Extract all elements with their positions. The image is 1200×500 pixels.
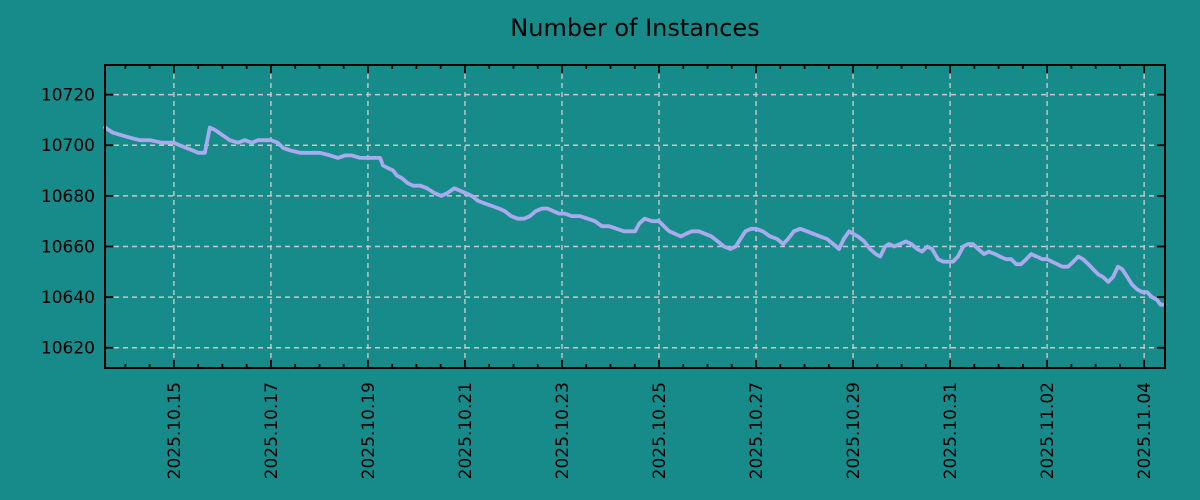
y-tick-label: 10620 [41, 339, 95, 359]
x-tick-label: 2025.10.25 [650, 382, 670, 479]
x-tick-label: 2025.10.21 [456, 382, 476, 479]
y-tick-label: 10680 [41, 187, 95, 207]
x-tick-label: 2025.10.27 [747, 382, 767, 479]
x-tick-label: 2025.10.17 [262, 382, 282, 479]
x-tick-label: 2025.10.31 [941, 382, 961, 479]
x-tick-label: 2025.10.23 [553, 382, 573, 479]
y-tick-label: 10720 [41, 86, 95, 106]
x-tick-label: 2025.10.19 [359, 382, 379, 479]
y-tick-label: 10640 [41, 288, 95, 308]
y-tick-label: 10660 [41, 237, 95, 257]
x-tick-label: 2025.10.15 [165, 382, 185, 479]
data-line [103, 125, 1167, 307]
x-tick-label: 2025.11.04 [1135, 382, 1155, 479]
plot-border [104, 64, 1166, 369]
chart-title: Number of Instances [510, 14, 760, 42]
x-tick-label: 2025.10.29 [844, 382, 864, 479]
y-tick-label: 10700 [41, 136, 95, 156]
x-tick-label: 2025.11.02 [1038, 382, 1058, 479]
